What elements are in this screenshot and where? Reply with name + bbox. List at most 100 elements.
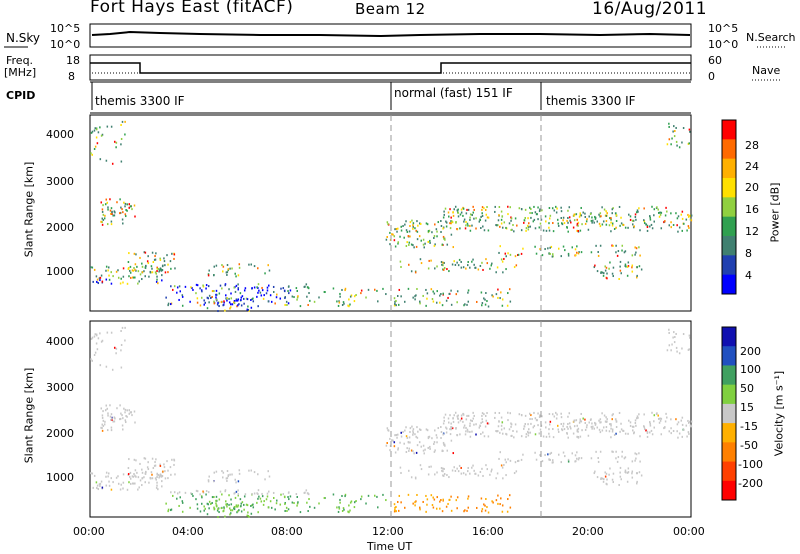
velocity-echo-cell [475,506,478,509]
power-echo-cell [469,224,471,227]
velocity-echo-cell [687,419,689,422]
velocity-echo-cell [469,422,471,425]
velocity-echo-cell [159,464,162,467]
power-echo-cell [224,283,227,286]
xtick-2: 08:00 [271,525,303,538]
velocity-echo-cell [459,419,462,422]
velocity-echo-cell [529,431,532,434]
velocity-echo-cell [567,415,569,418]
velocity-echo-cell [504,458,507,461]
power-echo-cell [144,266,147,269]
velocity-echo-cell [443,419,445,422]
power-echo-cell [677,215,680,218]
power-echo-cell [443,213,445,216]
velocity-echo-cell [119,488,122,491]
power-echo-cell [505,226,507,229]
power-echo-cell [416,238,419,241]
velocity-echo-cell [274,508,276,511]
power-echo-cell [129,271,132,274]
power-echo-cell [156,275,158,278]
power-echo-cell [237,298,240,301]
power-echo-cell [464,227,467,230]
velocity-echo-cell [90,472,92,475]
power-echo-cell [218,292,221,295]
velocity-echo-cell [102,419,105,422]
velocity-echo-cell [430,465,432,468]
power-echo-cell [454,205,457,208]
power-echo-cell [471,224,473,227]
velocity-echo-cell [229,473,231,476]
velocity-echo-cell [520,458,523,461]
power-echo-cell [564,249,566,252]
power-echo-cell [670,226,672,229]
power-echo-cell [452,246,455,249]
velocity-echo-cell [129,411,132,414]
power-echo-cell [110,125,113,128]
velocity-echo-cell [309,505,311,508]
velocity-echo-cell [445,431,448,434]
power-echo-cell [436,230,438,233]
power-echo-cell [469,218,471,221]
power-echo-cell [243,297,245,300]
power-echo-cell [425,288,427,291]
velocity-echo-cell [507,458,509,461]
power-echo-cell [450,289,452,292]
power-echo-cell [619,265,621,268]
velocity-echo-cell [521,414,523,417]
power-echo-cell [481,208,483,211]
power-echo-cell [147,255,149,258]
power-echo-cell [201,296,203,299]
velocity-echo-cell [243,495,246,498]
velocity-echo-cell [487,422,490,425]
velocity-echo-cell [500,424,503,427]
power-echo-cell [156,270,158,273]
power-echo-cell [173,257,175,260]
velocity-echo-cell [230,498,232,501]
velocity-echo-cell [507,419,509,422]
power-echo-cell [134,215,136,218]
power-echo-cell [611,224,614,227]
velocity-echo-cell [610,427,612,430]
power-echo-cell [149,271,152,274]
velocity-echo-cell [450,422,452,425]
velocity-echo-cell [339,498,341,501]
power-echo-cell [208,301,210,304]
velocity-echo-cell [164,477,167,480]
power-echo-cell [631,266,633,269]
power-echo-cell [605,223,608,226]
power-echo-cell [101,133,104,136]
power-echo-cell [454,263,457,266]
power-echo-cell [436,235,438,238]
velocity-echo-cell [423,452,425,455]
power-echo-cell [598,213,600,216]
velocity-echo-cell [247,511,249,514]
velocity-echo-cell [653,420,655,423]
velocity-echo-cell [215,504,218,507]
velocity-echo-cell [147,461,149,464]
power-echo-cell [611,208,614,211]
velocity-echo-cell [218,498,221,501]
power-echo-cell [344,287,347,290]
power-echo-cell [619,269,622,272]
velocity-echo-cell [544,421,547,424]
velocity-echo-cell [101,423,104,426]
velocity-echo-cell [408,447,411,450]
power-echo-cell [124,213,127,216]
power-echo-cell [409,224,411,227]
power-echo-cell [503,221,506,224]
power-echo-cell [226,264,229,267]
velocity-echo-cell [419,464,422,467]
velocity-echo-cell [110,331,113,334]
power-echo-cell [406,230,409,233]
velocity-echo-cell [424,448,426,451]
power-echo-cell [506,304,509,307]
power-echo-cell [589,212,592,215]
power-echo-cell [112,275,114,278]
power-echo-cell [119,198,121,201]
power-echo-cell [562,216,565,219]
velocity-echo-cell [414,501,416,504]
power-echo-cell [500,210,503,213]
velocity-echo-cell [664,426,666,429]
velocity-echo-cell [481,467,483,470]
power-echo-cell [602,274,605,277]
